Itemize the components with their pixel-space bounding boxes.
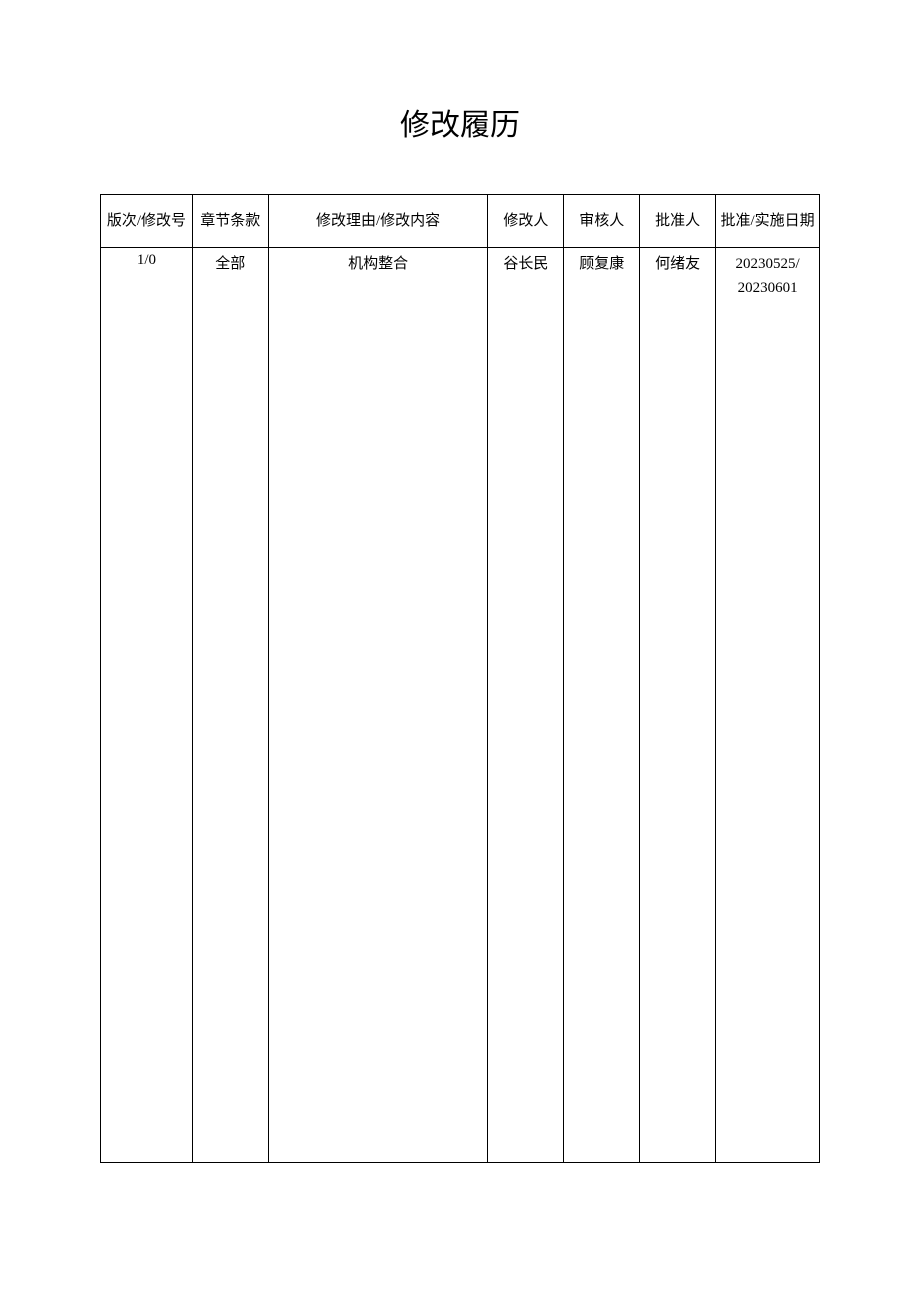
cell-reason: 机构整合 bbox=[268, 248, 488, 1163]
cell-reviewer: 顾复康 bbox=[564, 248, 640, 1163]
cell-modifier: 谷长民 bbox=[488, 248, 564, 1163]
col-header-reason: 修改理由/修改内容 bbox=[268, 195, 488, 248]
page-title: 修改履历 bbox=[100, 100, 820, 144]
table-header-row: 版次/修改号 章节条款 修改理由/修改内容 修改人 审核人 批准人 批准/实施日… bbox=[101, 195, 820, 248]
table-row: 1/0 全部 机构整合 谷长民 顾复康 何绪友 20230525/ 202306… bbox=[101, 248, 820, 1163]
cell-approver: 何绪友 bbox=[640, 248, 716, 1163]
date-line-1: 20230525/ bbox=[720, 252, 815, 276]
col-header-section: 章节条款 bbox=[192, 195, 268, 248]
revision-history-table: 版次/修改号 章节条款 修改理由/修改内容 修改人 审核人 批准人 批准/实施日… bbox=[100, 194, 820, 1163]
col-header-approver: 批准人 bbox=[640, 195, 716, 248]
date-line-2: 20230601 bbox=[720, 276, 815, 300]
col-header-date: 批准/实施日期 bbox=[716, 195, 820, 248]
document-page: 修改履历 版次/修改号 章节条款 修改理由/修改内容 修改人 审核人 批准人 批… bbox=[0, 0, 920, 1243]
col-header-version: 版次/修改号 bbox=[101, 195, 193, 248]
cell-section: 全部 bbox=[192, 248, 268, 1163]
cell-version: 1/0 bbox=[101, 248, 193, 1163]
col-header-reviewer: 审核人 bbox=[564, 195, 640, 248]
cell-date: 20230525/ 20230601 bbox=[716, 248, 820, 1163]
col-header-modifier: 修改人 bbox=[488, 195, 564, 248]
